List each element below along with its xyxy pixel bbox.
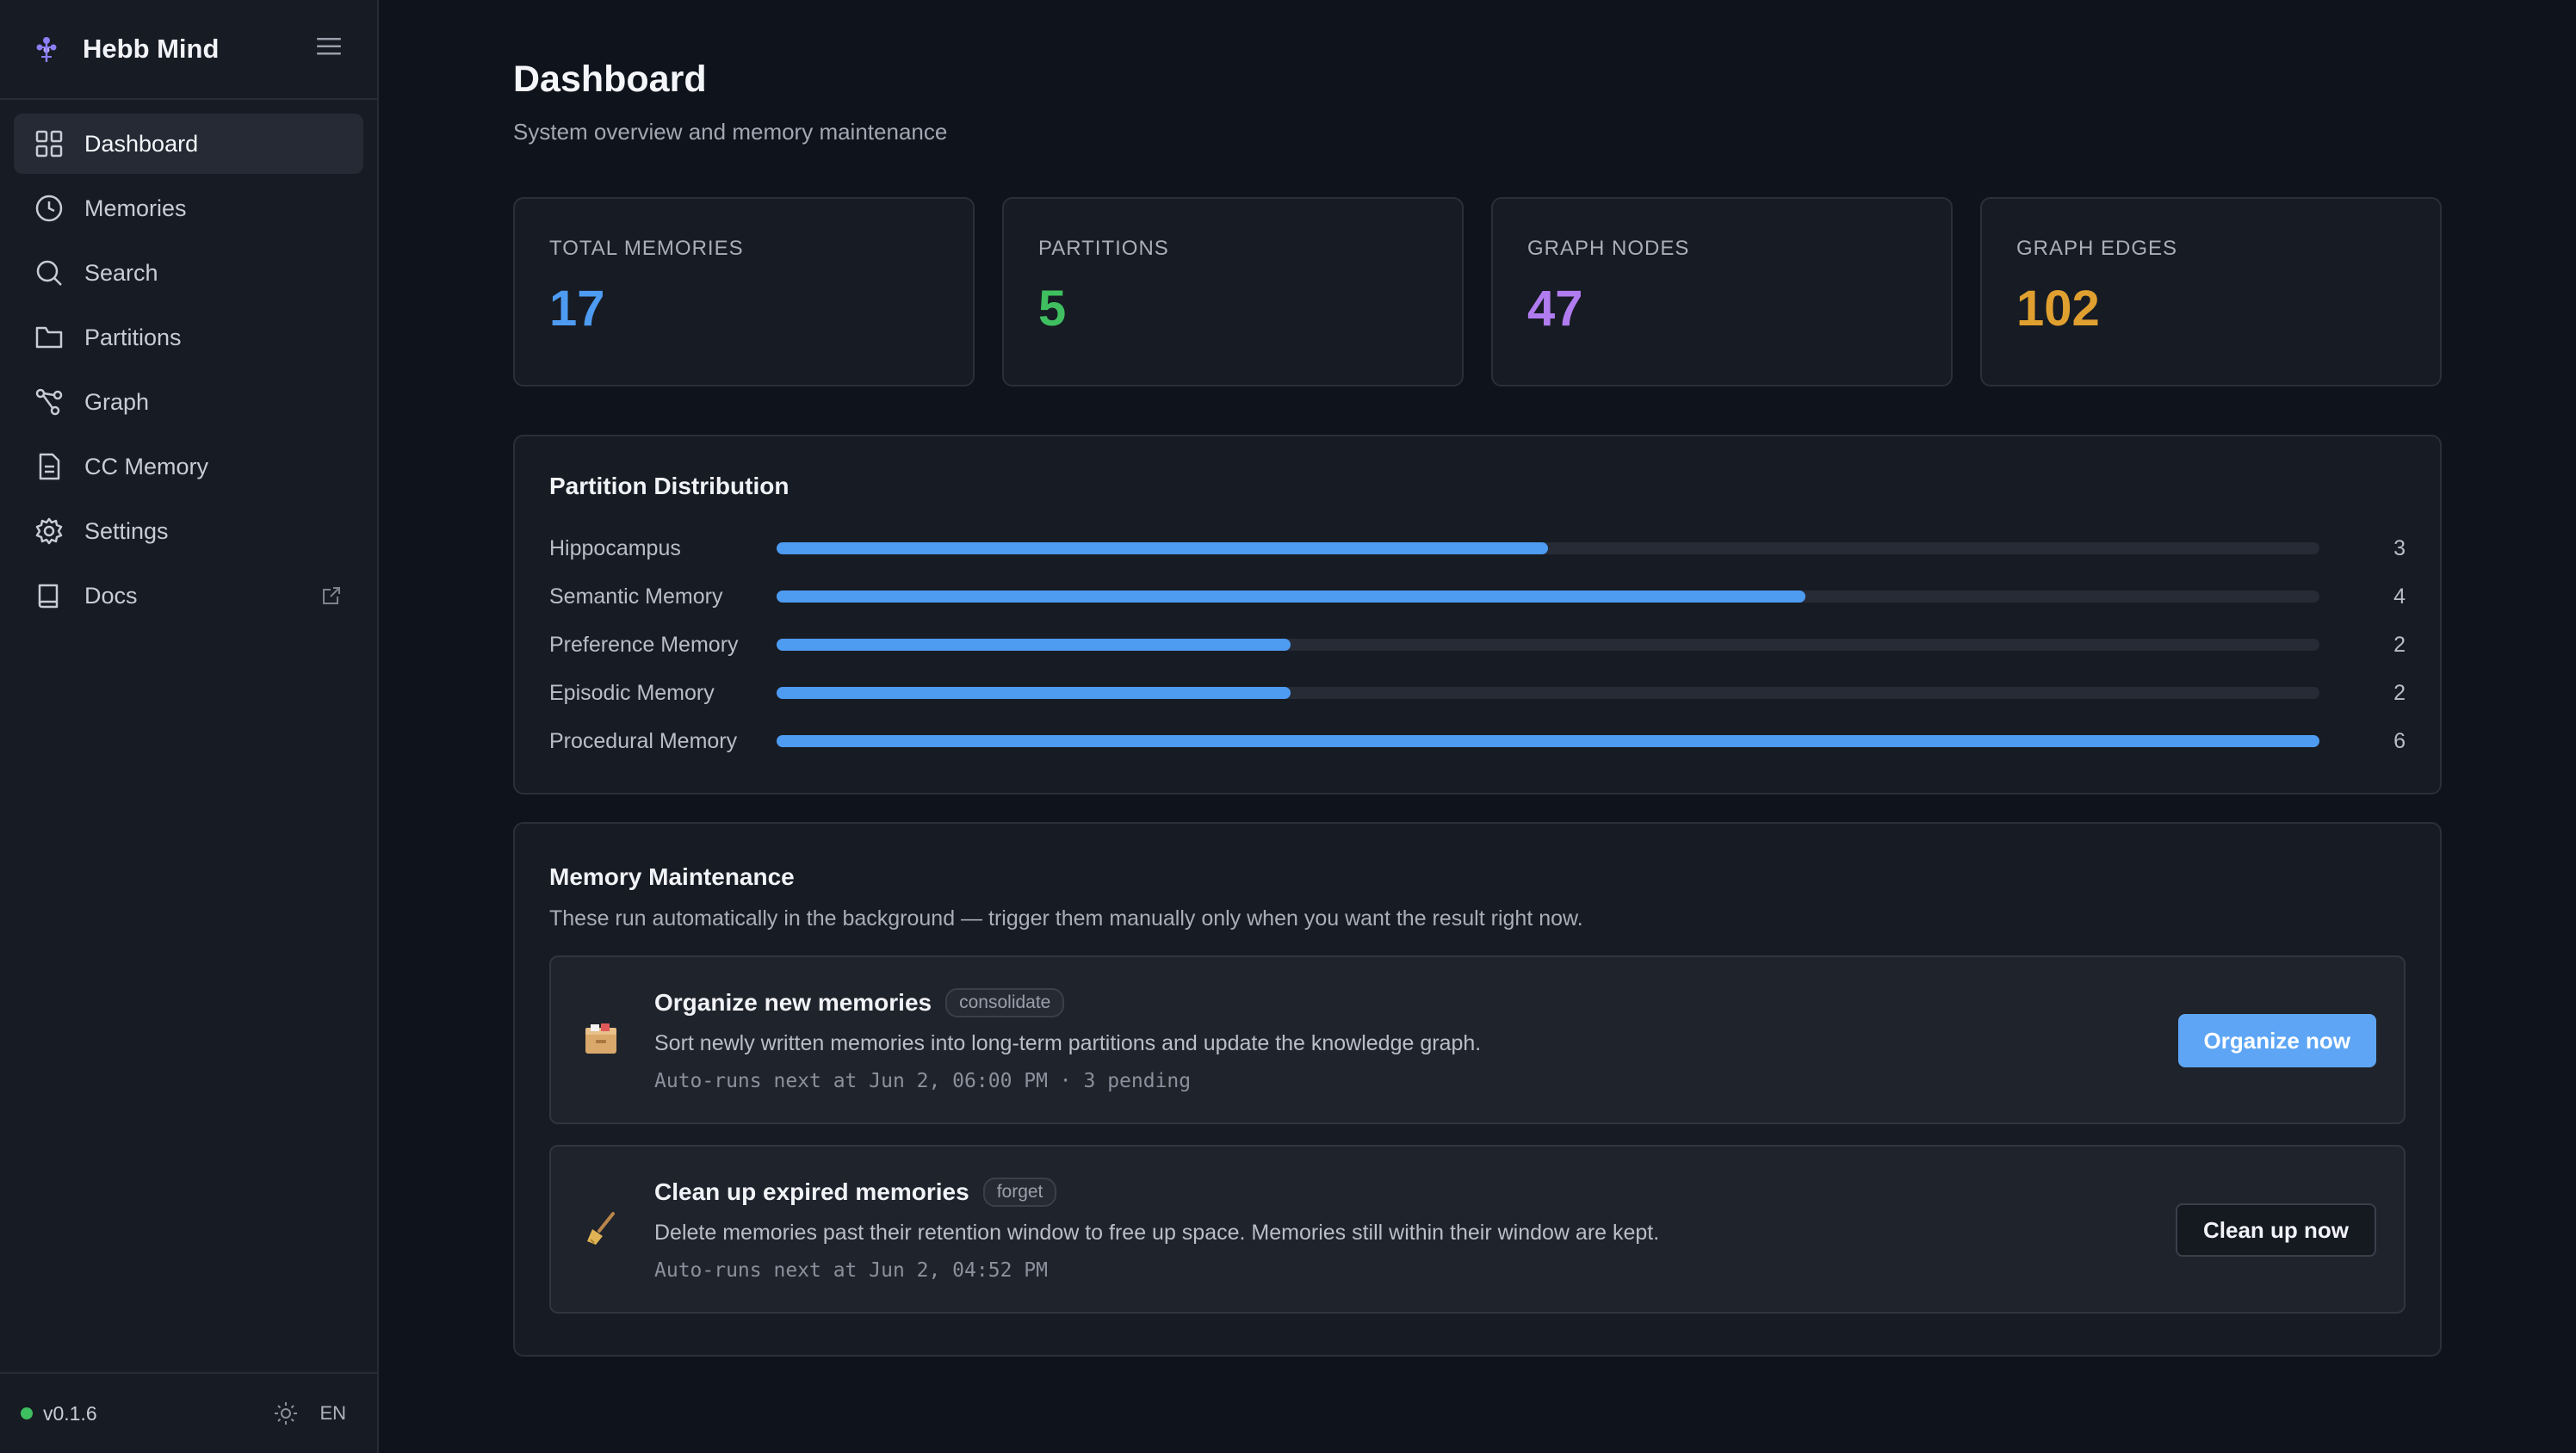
brand: Hebb Mind [0,0,377,100]
progress-track [776,687,2320,699]
partition-name: Procedural Memory [549,728,738,753]
status-dot [21,1407,33,1419]
gear-icon [35,517,63,545]
stat-card-graph-nodes: GRAPH NODES 47 [1491,197,1953,386]
sidebar-footer: v0.1.6 EN [0,1372,377,1453]
stat-label: PARTITIONS [1038,237,1169,260]
task-description: Sort newly written memories into long-te… [654,1031,1482,1055]
external-link-icon [323,587,340,604]
stat-card-partitions: PARTITIONS 5 [1002,197,1464,386]
broom-icon [587,1212,615,1245]
sidebar-item-graph[interactable]: Graph [14,372,363,432]
partition-name: Preference Memory [549,632,739,657]
clock-icon [35,195,63,222]
clean-up-now-button[interactable]: Clean up now [2176,1203,2376,1257]
partition-distribution-panel: Partition Distribution Hippocampus 3 Sem… [513,435,2442,795]
menu-icon[interactable] [315,34,343,59]
sidebar-item-partitions[interactable]: Partitions [14,307,363,368]
sidebar-nav: Dashboard Memories Search Partitions [0,100,377,644]
partition-count: 2 [2393,632,2406,657]
folder-icon [35,326,63,349]
partition-count: 3 [2393,535,2406,560]
sidebar-item-memories[interactable]: Memories [14,178,363,238]
sidebar-item-label: Partitions [84,324,182,350]
main-content: Dashboard System overview and memory mai… [379,0,2576,1453]
progress-fill [776,639,1291,651]
logo-icon [36,37,57,62]
task-description: Delete memories past their retention win… [654,1221,1660,1245]
partition-count: 6 [2393,728,2406,753]
task-title: Clean up expired memories [654,1178,969,1205]
stat-label: TOTAL MEMORIES [549,237,744,260]
task-schedule: Auto-runs next at Jun 2, 04:52 PM [654,1259,1048,1282]
stat-label: GRAPH NODES [1527,237,1690,260]
graph-icon [35,388,63,416]
sidebar-item-cc-memory[interactable]: CC Memory [14,436,363,497]
partition-name: Hippocampus [549,535,681,560]
progress-track [776,735,2320,747]
organize-now-button[interactable]: Organize now [2177,1014,2376,1067]
sidebar-item-label: CC Memory [84,453,209,479]
partition-count: 2 [2393,680,2406,705]
stat-label: GRAPH EDGES [2016,237,2178,260]
stat-value: 47 [1527,281,1583,337]
task-title: Organize new memories [654,989,932,1016]
grid-icon [35,130,63,158]
sidebar-item-label: Docs [84,582,138,609]
search-icon [36,260,62,286]
distribution-row: Hippocampus 3 [549,524,2406,572]
partition-count: 4 [2393,584,2406,609]
memory-maintenance-panel: Memory Maintenance These run automatical… [513,822,2442,1357]
task-tag: forget [982,1178,1057,1207]
stat-card-graph-edges: GRAPH EDGES 102 [1980,197,2442,386]
language-toggle[interactable]: EN [319,1402,346,1424]
partition-name: Semantic Memory [549,584,723,609]
progress-fill [776,687,1291,699]
progress-track [776,542,2320,554]
sidebar-item-label: Search [84,259,158,286]
panel-title: Partition Distribution [549,473,790,499]
partition-name: Episodic Memory [549,680,715,705]
stat-value: 17 [549,281,605,337]
task-card-organize: Organize new memories consolidate Sort n… [549,955,2406,1124]
stat-card-total-memories: TOTAL MEMORIES 17 [513,197,975,386]
task-tag: consolidate [945,988,1065,1017]
file-box-icon [585,1023,616,1054]
distribution-row: Episodic Memory 2 [549,669,2406,717]
sidebar-item-label: Dashboard [84,130,199,157]
sidebar-item-search[interactable]: Search [14,243,363,303]
stat-value: 5 [1038,281,1067,337]
distribution-row: Preference Memory 2 [549,621,2406,669]
book-icon [38,584,59,609]
stats-row: TOTAL MEMORIES 17 PARTITIONS 5 GRAPH NOD… [513,197,2442,386]
progress-fill [776,542,1548,554]
sidebar: Hebb Mind Dashboard Memories [0,0,379,1453]
task-title-row: Organize new memories consolidate [654,988,1065,1017]
stat-value: 102 [2016,281,2100,337]
sun-icon[interactable] [272,1400,300,1427]
sidebar-item-settings[interactable]: Settings [14,501,363,561]
progress-fill [776,590,1805,603]
sidebar-item-label: Settings [84,517,169,544]
task-title-row: Clean up expired memories forget [654,1178,1057,1207]
sidebar-item-label: Graph [84,388,150,415]
panel-title: Memory Maintenance [549,863,795,890]
progress-track [776,639,2320,651]
progress-track [776,590,2320,603]
distribution-row: Procedural Memory 6 [549,717,2406,765]
app-name: Hebb Mind [83,34,220,64]
version-label: v0.1.6 [43,1401,97,1425]
distribution-row: Semantic Memory 4 [549,572,2406,621]
sidebar-item-docs[interactable]: Docs [14,566,363,626]
progress-fill [776,735,2320,747]
sidebar-item-dashboard[interactable]: Dashboard [14,114,363,174]
page-subtitle: System overview and memory maintenance [513,119,948,145]
task-schedule: Auto-runs next at Jun 2, 06:00 PM · 3 pe… [654,1070,1192,1092]
document-icon [39,453,60,480]
task-card-cleanup: Clean up expired memories forget Delete … [549,1145,2406,1314]
sidebar-item-label: Memories [84,195,187,221]
panel-description: These run automatically in the backgroun… [549,906,1583,931]
distribution-list: Hippocampus 3 Semantic Memory 4 Preferen… [549,524,2406,765]
page-title: Dashboard [513,59,707,100]
